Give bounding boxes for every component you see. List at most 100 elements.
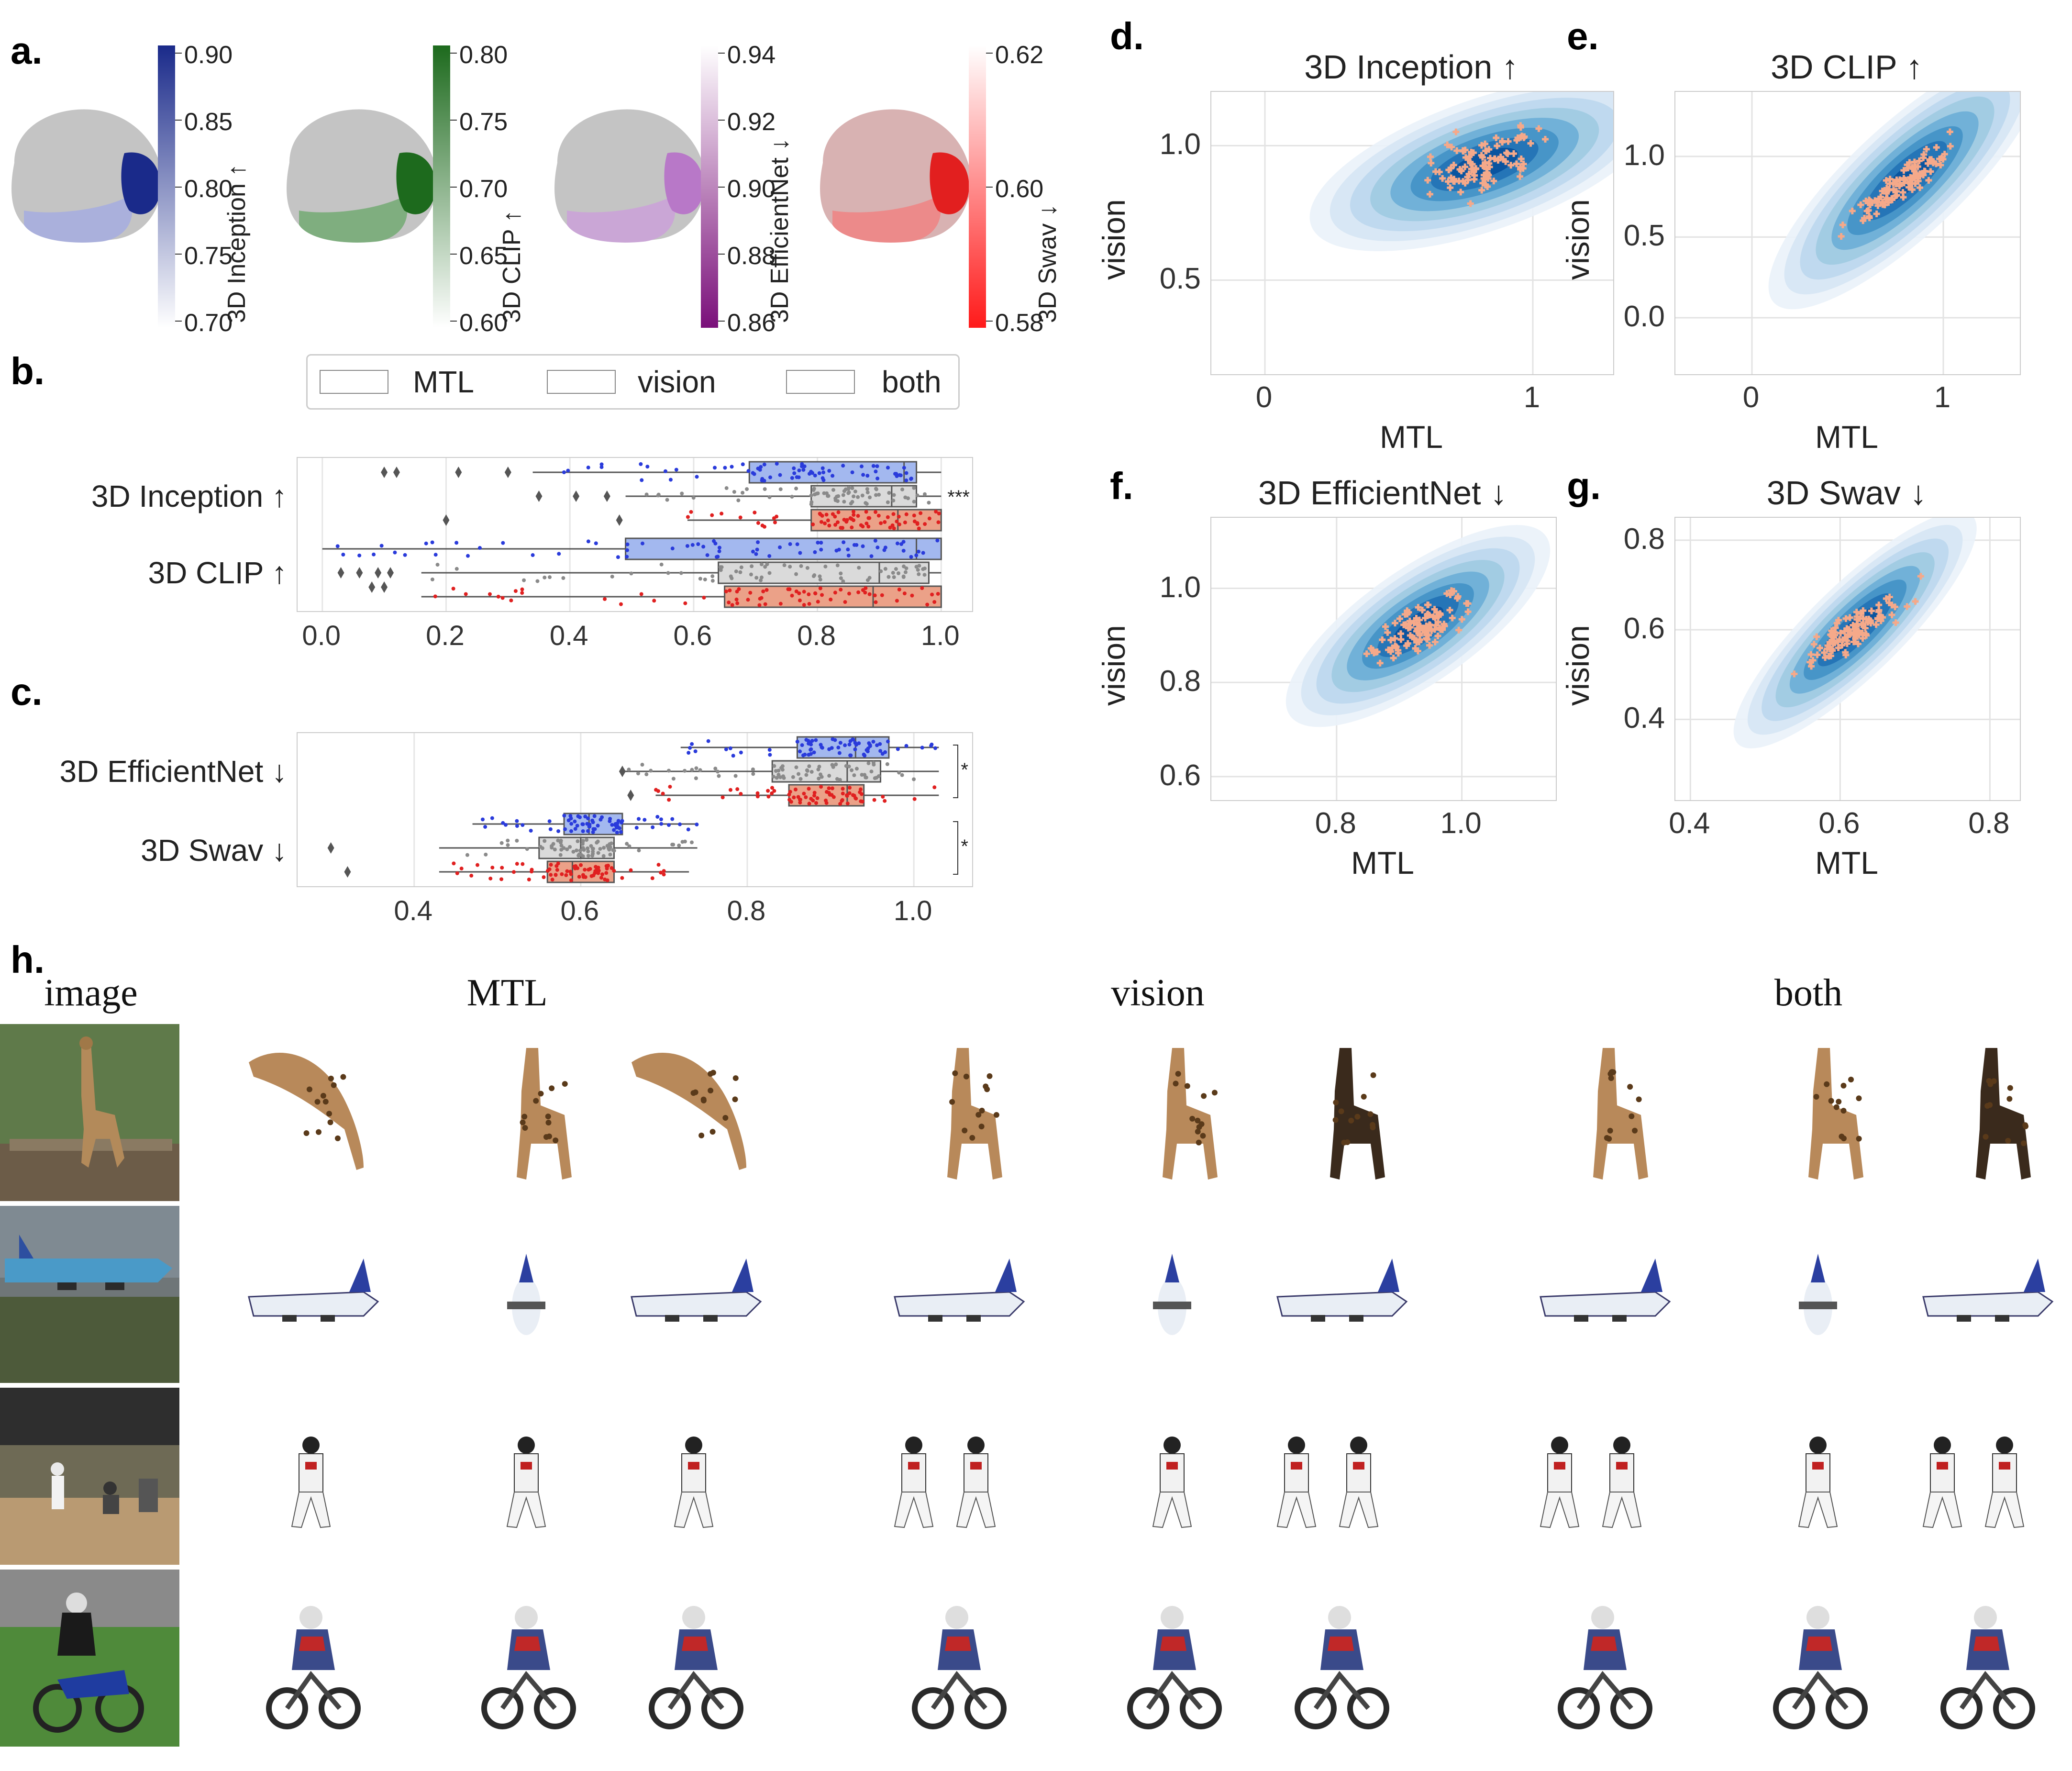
swarm-point-MTL [760,479,764,483]
swarm-point-vision [835,499,840,503]
swarm-point-vision [581,846,585,850]
scatter-1-point [1937,161,1944,168]
swarm-point-both [863,590,867,595]
swarm-point-MTL [614,825,619,830]
swarm-point-vision [847,764,851,769]
swarm-point-both [890,523,895,527]
scatter-1-point [1933,144,1940,151]
outlier-marker [327,842,334,854]
scatter-2-point [1401,611,1408,618]
colorbar-0-tick-label: 0.70 [184,309,233,337]
brain-map-efficientnet [554,109,706,243]
swarm-point-both [728,788,732,792]
swarm-point-vision [860,773,864,777]
swarm-point-vision [484,852,488,857]
scatter-3-point [1888,611,1895,618]
colorbar-3-tick-label: 0.60 [995,175,1044,203]
recon-both-motocross-view-3 [1940,1606,2035,1729]
swarm-point-MTL [788,542,792,546]
swarm-point-vision [902,564,906,568]
swarm-point-vision [656,493,660,498]
swarm-point-MTL [875,546,880,550]
swarm-point-MTL [838,741,842,745]
swarm-point-MTL [663,469,667,473]
outlier-marker [619,766,626,777]
scatter-1-xtick: 1 [1934,381,1951,414]
swarm-point-vision [690,768,694,772]
swarm-point-MTL [812,750,816,755]
swarm-point-both [748,590,753,595]
outlier-marker [381,467,388,478]
swarm-point-both [756,521,760,525]
swarm-point-vision [842,489,846,493]
swarm-point-MTL [531,553,535,557]
swarm-point-vision [912,500,916,504]
box-both-iqr [724,585,942,608]
recon-vision-motocross-view-3 [1295,1606,1389,1729]
swarm-point-both [564,873,568,877]
swarm-point-MTL [637,817,641,821]
swarm-point-vision [830,763,834,767]
swarm-point-both [843,600,847,604]
swarm-point-both [917,526,921,531]
scatter-2-point [1405,624,1412,632]
swarm-point-vision [797,772,801,776]
swarm-point-MTL [372,552,376,557]
swarm-point-vision [734,569,738,574]
scatter-3-point [1861,624,1869,632]
swarm-point-vision [809,769,814,774]
colorbar-0-tick-label: 0.85 [184,108,233,136]
swarm-point-both [451,587,455,591]
swarm-point-vision [842,500,846,504]
swarm-point-MTL [842,540,846,545]
swarm-point-both [818,512,822,516]
colorbar-1-tick-label: 0.70 [459,175,508,203]
swarm-point-both [807,592,811,597]
swarm-point-both [912,513,916,518]
swarm-point-both [852,512,856,517]
recon-both-baseball-view-2 [1798,1437,1838,1528]
swarm-point-vision [849,501,853,506]
swarm-point-both [830,786,834,791]
swarm-point-vision [602,846,606,850]
swarm-point-both [925,602,930,607]
swarm-point-both [509,598,513,602]
swarm-point-vision [649,769,653,773]
swarm-point-MTL [728,746,732,750]
colorbar-1-tickmark [450,187,457,188]
colorbar-2-tick-label: 0.86 [727,309,776,337]
swarm-point-both [639,592,643,596]
swarm-point-vision [871,761,875,765]
swarm-point-MTL [717,546,721,550]
colorbar-1-tickmark [450,254,457,255]
swarm-point-both [475,863,479,867]
swarm-point-vision [454,567,459,571]
recon-header-both: both [1774,972,1843,1014]
swarm-point-vision [856,495,860,499]
swarm-point-both [833,523,838,527]
swarm-point-MTL [466,554,470,558]
scatter-3-point [1892,619,1899,626]
recon-mtl-motocross-view-2 [481,1606,576,1729]
outlier-marker [368,581,376,593]
scatter-2-point [1463,600,1470,607]
swarm-point-vision [776,772,781,777]
swarm-point-vision [683,769,687,773]
recon-both-baseball-view-3 [1922,1437,2025,1528]
bp-c-xtick: 0.4 [394,895,433,926]
scatter-2-point [1433,609,1440,616]
swarm-point-MTL [814,738,818,742]
swarm-point-both [710,513,714,517]
swarm-point-vision [611,848,615,852]
swarm-point-MTL [608,819,612,824]
swarm-point-vision [745,487,749,491]
swarm-point-vision [506,843,510,847]
swarm-point-both [654,788,658,792]
swarm-point-both [802,590,806,594]
swarm-point-MTL [741,462,745,467]
scatter-1-ytick: 0.5 [1623,219,1665,253]
colorbar-1-tickmark [450,120,457,121]
swarm-point-vision [805,768,809,772]
scatter-0-point [1479,162,1486,169]
swarm-point-MTL [717,549,721,554]
